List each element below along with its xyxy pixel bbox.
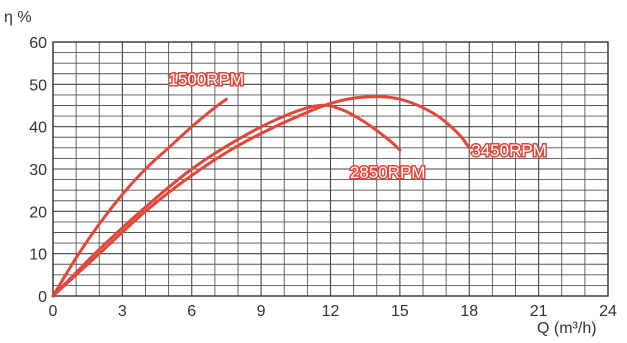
series-line-3450rpm <box>51 95 471 298</box>
y-tick-label: 60 <box>29 35 47 52</box>
x-tick-label: 12 <box>322 303 340 320</box>
series-label-1500rpm: 1500RPM <box>168 70 244 89</box>
y-tick-label: 30 <box>29 162 47 179</box>
series-label-3450rpm: 3450RPM <box>471 141 547 160</box>
plot-frame <box>52 41 609 297</box>
y-tick-label: 10 <box>29 247 47 264</box>
series-labels: 1500RPM 2850RPM 3450RPM <box>167 69 548 184</box>
y-axis-title: η % <box>4 9 32 26</box>
series-line-2850rpm <box>51 103 402 298</box>
series-lines <box>51 95 471 298</box>
y-tick-label: 0 <box>38 289 47 306</box>
x-axis-title: Q (m³/h) <box>537 320 597 337</box>
x-tick-label: 24 <box>599 303 617 320</box>
x-tick-label: 21 <box>530 303 548 320</box>
chart-grid <box>52 41 609 297</box>
y-tick-label: 20 <box>29 204 47 221</box>
x-tick-label: 18 <box>460 303 478 320</box>
x-tick-label: 15 <box>391 303 409 320</box>
y-tick-labels: 0 10 20 30 40 50 60 <box>29 35 47 306</box>
x-tick-label: 6 <box>187 303 196 320</box>
y-tick-label: 50 <box>29 77 47 94</box>
series-line-1500rpm <box>51 97 228 298</box>
y-tick-label: 40 <box>29 120 47 137</box>
x-tick-label: 0 <box>49 303 58 320</box>
series-label-2850rpm: 2850RPM <box>350 163 426 182</box>
x-tick-label: 3 <box>118 303 127 320</box>
x-tick-labels: 0 3 6 9 12 15 18 21 24 <box>49 303 617 320</box>
x-tick-label: 9 <box>257 303 266 320</box>
